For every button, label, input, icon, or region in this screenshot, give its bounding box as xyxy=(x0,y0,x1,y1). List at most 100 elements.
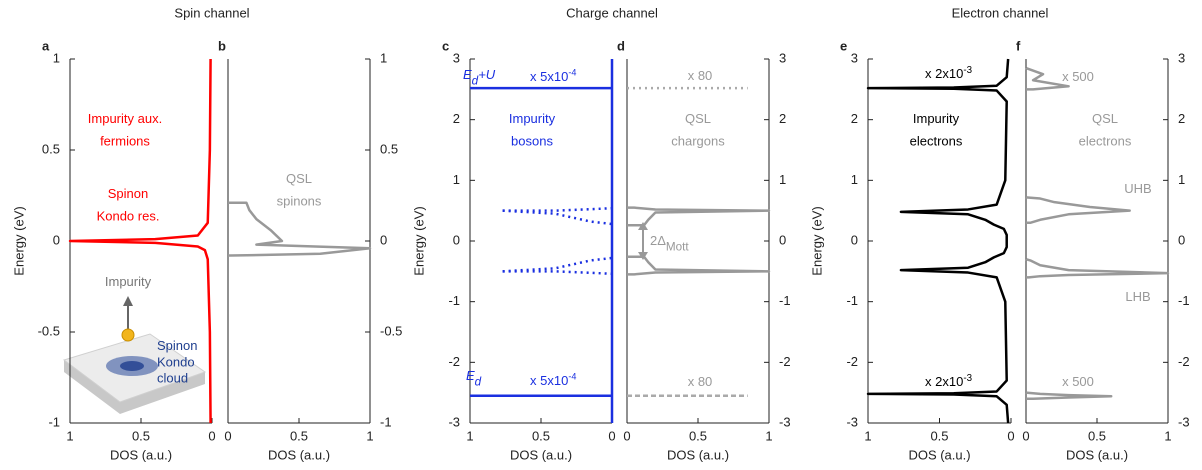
y-tick-label: -1 xyxy=(380,414,392,429)
annotation: Impurity aux. fermions xyxy=(88,111,162,149)
x-tick-label: 1 xyxy=(466,428,473,443)
y-tick-label: 2 xyxy=(779,111,786,126)
annotation: x 2x10-3 xyxy=(925,373,973,390)
y-tick-label: 0 xyxy=(1178,232,1185,247)
y-tick-label: -1 xyxy=(779,293,791,308)
y-tick-label: -2 xyxy=(779,354,791,369)
y-tick-label: 0 xyxy=(453,232,460,247)
annotation-line: fermions xyxy=(100,134,150,149)
x-tick-label: 0.5 xyxy=(132,428,150,443)
x-tick-label: 0 xyxy=(224,428,231,443)
x-tick-label: 1 xyxy=(765,428,772,443)
annotation-line: Impurity aux. xyxy=(88,111,162,126)
annotation: Spinon Kondo res. xyxy=(97,186,160,224)
annotation: x 5x10-4 xyxy=(530,372,576,389)
annotation: QSL spinons xyxy=(277,171,322,209)
y-tick-label: 2 xyxy=(1178,111,1185,126)
y-tick-label: -3 xyxy=(779,414,791,429)
y-tick-label: -1 xyxy=(1178,293,1190,308)
y-tick-label: 1 xyxy=(453,172,460,187)
annotation-text: x 5x10 xyxy=(530,69,568,84)
y-tick-label: 0 xyxy=(851,232,858,247)
annotation: Spinon Kondo cloud xyxy=(157,338,197,386)
panel-label: f xyxy=(1016,38,1021,53)
annotation-line: bosons xyxy=(511,134,553,149)
y-tick-label: 0.5 xyxy=(380,141,398,156)
y-tick-label: 0 xyxy=(380,232,387,247)
panel-label: c xyxy=(442,38,449,53)
annotation-sub: Mott xyxy=(666,240,689,253)
dos-curve xyxy=(502,209,613,226)
x-tick-label: 0.5 xyxy=(930,428,948,443)
annotation: QSL electrons xyxy=(1079,111,1132,149)
x-tick-label: 0.5 xyxy=(689,428,707,443)
annotation-text: x 2x10 xyxy=(925,374,963,389)
annotation: QSL chargons xyxy=(671,111,725,149)
annotation-text: 2Δ xyxy=(650,233,666,248)
annotation: x 80 xyxy=(688,374,713,389)
panel-label: b xyxy=(218,38,226,53)
y-tick-label: 3 xyxy=(1178,50,1185,65)
panel-label: a xyxy=(42,38,50,53)
annotation-line: QSL xyxy=(685,111,711,126)
y-tick-label: 1 xyxy=(380,50,387,65)
dos-curve xyxy=(866,58,1010,424)
y-axis-label: Energy (eV) xyxy=(809,206,824,275)
x-axis-label: DOS (a.u.) xyxy=(510,447,572,462)
annotation-text: E xyxy=(463,67,472,82)
annotation-line: electrons xyxy=(910,134,963,149)
annotation: x 500 xyxy=(1062,69,1094,84)
annotation-text: x 500 xyxy=(1062,374,1094,389)
y-tick-label: 2 xyxy=(453,111,460,126)
annotation: LHB xyxy=(1125,289,1150,304)
x-axis-label: DOS (a.u.) xyxy=(268,447,330,462)
x-tick-label: 0 xyxy=(208,428,215,443)
x-tick-label: 1 xyxy=(864,428,871,443)
annotation-line: Spinon xyxy=(157,338,197,353)
panel-label: d xyxy=(617,38,625,53)
dos-curve xyxy=(502,270,613,276)
y-tick-label: -2 xyxy=(846,354,858,369)
annotation-sup: -3 xyxy=(963,373,972,384)
annotation: x 500 xyxy=(1062,374,1094,389)
annotation-text: x 2x10 xyxy=(925,66,963,81)
y-tick-label: 1 xyxy=(53,50,60,65)
annotation: 2ΔMott xyxy=(650,233,689,253)
annotation-text: UHB xyxy=(1124,181,1151,196)
y-tick-label: -3 xyxy=(448,414,460,429)
annotation-line: cloud xyxy=(157,371,188,386)
dos-curve xyxy=(502,256,613,273)
dos-curve xyxy=(1025,257,1170,279)
x-axis-label: DOS (a.u.) xyxy=(110,447,172,462)
dos-curve xyxy=(228,201,372,257)
annotation: Impurity xyxy=(105,274,152,289)
annotation-text: E xyxy=(466,368,475,383)
annotation-line: Kondo xyxy=(157,355,195,370)
annotation-sub: d xyxy=(472,74,479,87)
channel-heading: Charge channel xyxy=(566,5,658,20)
y-tick-label: 2 xyxy=(851,111,858,126)
y-tick-label: -1 xyxy=(846,293,858,308)
annotation-line: Impurity xyxy=(913,111,960,126)
annotation-text: x 500 xyxy=(1062,69,1094,84)
x-tick-label: 0.5 xyxy=(290,428,308,443)
annotation-sup: -4 xyxy=(568,372,576,382)
y-tick-label: 0 xyxy=(779,232,786,247)
annotation: Ed+U xyxy=(463,67,496,87)
y-tick-label: -0.5 xyxy=(380,323,402,338)
y-tick-label: -1 xyxy=(448,293,460,308)
x-tick-label: 0.5 xyxy=(1088,428,1106,443)
x-axis-label: DOS (a.u.) xyxy=(667,447,729,462)
annotation: x 5x10-4 xyxy=(530,68,576,85)
annotation: x 2x10-3 xyxy=(925,65,973,82)
annotation-line: QSL xyxy=(286,171,312,186)
annotation-line: chargons xyxy=(671,134,725,149)
y-tick-label: 3 xyxy=(453,50,460,65)
channel-heading: Spin channel xyxy=(174,5,249,20)
x-tick-label: 0.5 xyxy=(532,428,550,443)
y-tick-label: 3 xyxy=(779,50,786,65)
y-tick-label: 0 xyxy=(53,232,60,247)
y-axis-label: Energy (eV) xyxy=(11,206,26,275)
dos-curve xyxy=(1025,391,1113,400)
